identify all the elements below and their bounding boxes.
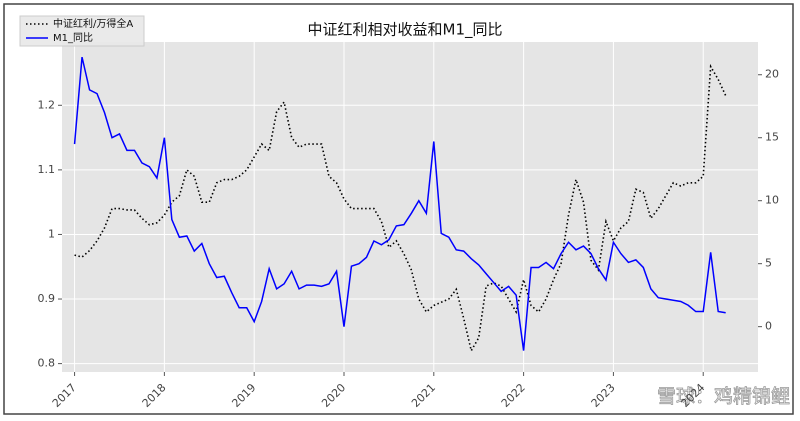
legend-label: M1_同比 [53,32,93,44]
y2-tick-label: 15 [765,131,779,144]
y2-tick-label: 20 [765,68,779,81]
legend-box [19,15,145,47]
y-tick-label: 0.9 [38,292,56,305]
y2-tick-label: 0 [765,320,772,333]
legend-label: 中证红利/万得全A [53,17,133,30]
chart-title: 中证红利相对收益和M1_同比 [308,21,503,40]
y2-tick-label: 5 [765,257,772,270]
y2-tick-label: 10 [765,194,779,207]
y-tick-label: 1.2 [38,98,56,111]
plot-area [62,42,758,372]
y-tick-label: 0.8 [38,357,56,370]
series-line [73,56,726,351]
y-tick-label: 1.1 [38,163,56,176]
watermark: 雪球：鸡精锦鲤 [657,386,790,408]
y-tick-label: 1 [48,227,55,240]
